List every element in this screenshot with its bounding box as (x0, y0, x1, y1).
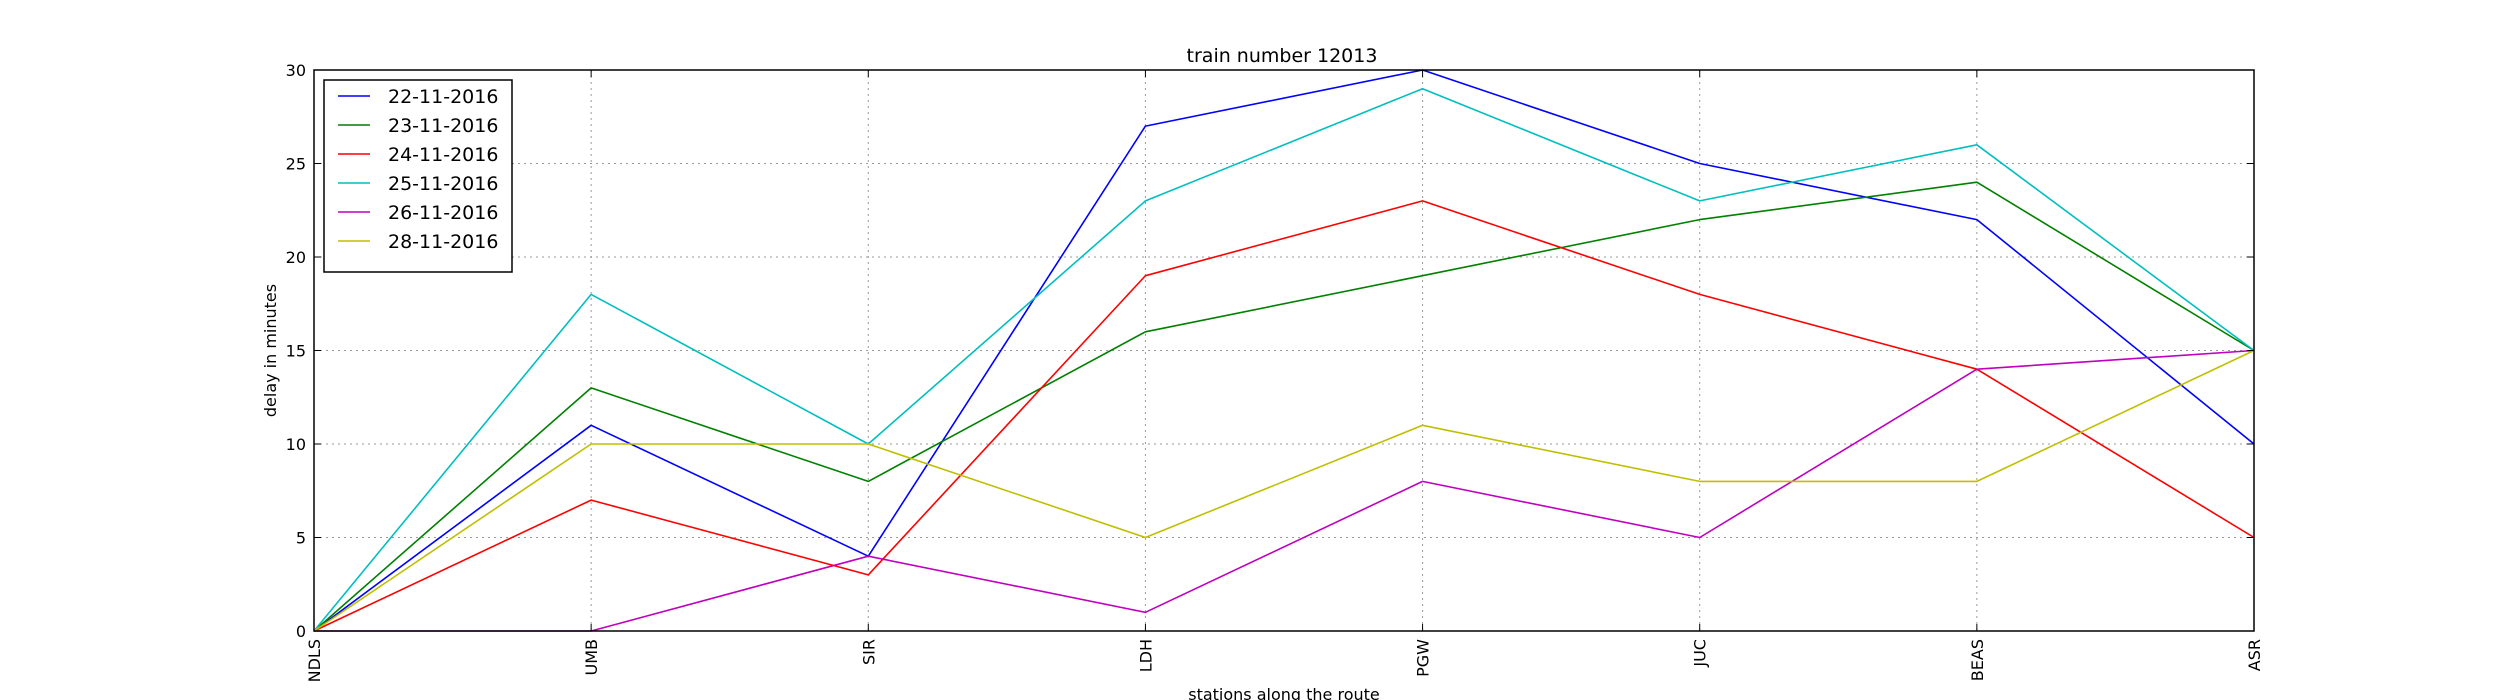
y-tick-label: 5 (296, 529, 306, 548)
x-tick-label: ASR (2245, 639, 2264, 671)
x-axis-label: stations along the route (1188, 685, 1380, 700)
y-tick-label: 30 (286, 61, 306, 80)
series-lines (313, 69, 2255, 632)
legend-label: 23-11-2016 (388, 115, 498, 137)
x-tick-label: SIR (859, 639, 878, 665)
y-axis-label: delay in minutes (261, 284, 280, 417)
x-tick-label: BEAS (1968, 639, 1987, 681)
legend-label: 22-11-2016 (388, 86, 498, 108)
x-tick-label: PGW (1414, 639, 1433, 677)
y-tick-label: 15 (286, 342, 306, 361)
x-tick-label: NDLS (305, 639, 324, 682)
legend-label: 26-11-2016 (388, 202, 498, 224)
y-axis-ticks: 0 5 10 15 20 25 30 (286, 61, 2254, 641)
x-tick-label: JUC (1691, 639, 1710, 668)
legend-label: 28-11-2016 (388, 231, 498, 253)
x-axis-ticks: NDLS UMB SIR LDH PGW JUC BEAS ASR (305, 70, 2264, 682)
x-tick-label: UMB (582, 639, 601, 676)
y-tick-label: 0 (296, 622, 306, 641)
series-line-28-11-2016 (313, 349, 2255, 632)
legend-label: 24-11-2016 (388, 144, 498, 166)
series-line-22-11-2016 (313, 69, 2255, 632)
legend-label: 25-11-2016 (388, 173, 498, 195)
x-tick-label: LDH (1136, 639, 1155, 672)
legend: 22-11-2016 23-11-2016 24-11-2016 25-11-2016… (323, 79, 513, 273)
y-tick-label: 20 (286, 248, 306, 267)
chart-title: train number 12013 (1187, 45, 1378, 67)
y-tick-label: 10 (286, 435, 306, 454)
legend-box (323, 79, 513, 273)
series-line-24-11-2016 (313, 200, 2255, 632)
series-line-25-11-2016 (313, 87, 2255, 632)
series-line-23-11-2016 (313, 181, 2255, 632)
y-tick-label: 25 (286, 155, 306, 174)
series-line-26-11-2016 (314, 349, 2255, 632)
